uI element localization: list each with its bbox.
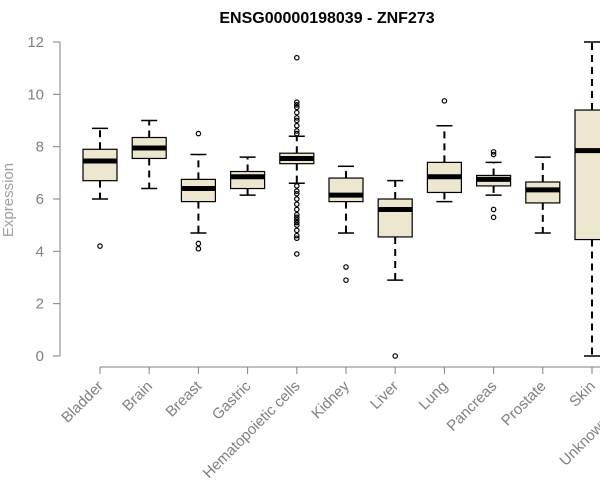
outlier-point: [293, 130, 300, 137]
outlier-point: [490, 206, 497, 213]
outlier-point: [293, 232, 300, 239]
y-tick-label: 2: [36, 296, 44, 313]
x-tick-label: Prostate: [498, 378, 550, 430]
outlier-point: [441, 98, 448, 104]
outlier-point: [195, 130, 202, 137]
y-tick-label: 6: [36, 191, 44, 208]
box-hematopoietic-cells: [279, 54, 315, 257]
outlier-point: [490, 149, 497, 155]
box-body: [328, 177, 364, 203]
outlier-point: [293, 104, 300, 111]
box-kidney: [328, 165, 364, 283]
box-body: [230, 170, 266, 190]
box-liver: [377, 179, 413, 359]
box-bladder: [82, 127, 118, 249]
outlier-point: [293, 54, 300, 61]
y-tick-label: 12: [27, 34, 44, 51]
x-tick-label: Liver: [367, 378, 402, 413]
outlier-point: [293, 219, 300, 226]
x-tick-label: Breast: [163, 377, 206, 420]
outlier-point: [490, 151, 497, 158]
outlier-point: [195, 240, 202, 247]
y-axis-label: Expression: [0, 163, 17, 237]
x-tick-label: Gastric: [209, 377, 255, 423]
box-prostate: [525, 156, 561, 234]
x-tick-label: Lung: [416, 378, 452, 414]
x-tick-label: Skin: [566, 378, 599, 411]
x-tick-label: Bladder: [58, 378, 107, 427]
y-axis: 0 2 4 6 8 10 12: [27, 34, 61, 365]
outlier-point: [195, 245, 202, 252]
outlier-point: [293, 227, 300, 234]
outlier-point: [293, 217, 300, 223]
outlier-point: [293, 214, 300, 221]
box-lung: [426, 98, 462, 203]
outlier-point: [392, 353, 399, 359]
y-tick-label: 8: [36, 139, 44, 156]
outlier-point: [293, 102, 300, 108]
outlier-point: [293, 109, 300, 116]
outlier-point: [293, 128, 300, 134]
outlier-point: [293, 188, 300, 194]
box-body: [525, 181, 561, 204]
outlier-point: [293, 190, 300, 197]
outlier-point: [343, 264, 349, 270]
outlier-point: [293, 99, 300, 105]
box-pancreas: [476, 149, 512, 221]
outlier-point: [293, 122, 300, 129]
box-brain: [131, 119, 167, 190]
box-body: [82, 148, 118, 182]
box-gastric: [230, 156, 266, 196]
y-tick-label: 4: [36, 243, 44, 260]
outlier-point: [293, 222, 300, 228]
outlier-point: [293, 115, 300, 121]
box-skin: [574, 41, 600, 357]
outlier-point: [97, 243, 103, 249]
plot-area: [82, 41, 600, 359]
outlier-point: [293, 183, 300, 189]
outlier-point: [293, 117, 300, 124]
box-body: [574, 109, 600, 241]
chart-title: ENSG00000198039 - ZNF273: [219, 10, 434, 27]
outlier-point: [293, 235, 300, 242]
box-body: [377, 198, 413, 238]
y-tick-label: 0: [36, 348, 44, 365]
outlier-point: [343, 277, 349, 283]
box-breast: [180, 130, 216, 252]
outlier-point: [293, 206, 300, 213]
x-tick-label: Kidney: [308, 377, 353, 422]
y-tick-label: 10: [27, 86, 44, 103]
outlier-point: [490, 214, 497, 221]
x-tick-label: Brain: [119, 378, 156, 415]
x-tick-label: Hematopoietic cells: [200, 378, 304, 482]
x-tick-label: Pancreas: [444, 378, 501, 435]
outlier-point: [293, 201, 300, 208]
outlier-point: [293, 211, 300, 218]
outlier-point: [293, 196, 300, 202]
outlier-point: [293, 251, 300, 257]
